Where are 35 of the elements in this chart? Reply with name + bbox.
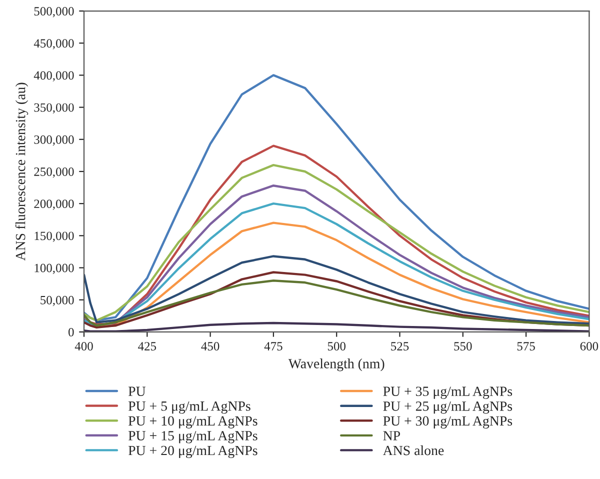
line-series [84, 255, 590, 325]
y-tick-label: 150,000 [34, 232, 74, 242]
x-tick-label: 550 [454, 342, 472, 350]
line-series [84, 279, 590, 327]
y-tick-label: 300,000 [34, 135, 74, 146]
legend-label: ANS alone [382, 445, 444, 456]
legend-label: PU + 35 μg/mL AgNPs [383, 386, 512, 399]
y-axis-title: ANS fluorescence intensity (au) [15, 82, 28, 261]
y-tick-label: 200,000 [34, 200, 74, 210]
x-tick-label: 400 [74, 342, 93, 350]
x-tick-label: 575 [517, 342, 535, 350]
x-tick-label: 450 [201, 342, 220, 350]
y-tick-label: 0 [68, 328, 74, 336]
legend-label: PU + 10 μg/mL AgNPs [128, 416, 258, 428]
x-tick-label: 525 [391, 342, 409, 350]
legend-label: PU [128, 386, 146, 396]
y-tick-label: 450,000 [34, 39, 74, 50]
x-tick-label: 475 [264, 342, 282, 350]
legend-label: PU + 20 μg/mL AgNPs [128, 446, 258, 458]
x-tick-label: 500 [328, 342, 346, 350]
legend-label: PU + 15 μg/mL AgNPs [128, 431, 258, 444]
line-series [84, 74, 590, 322]
x-tick-label: 425 [138, 342, 156, 350]
legend-label: PU + 25 μg/mL AgNPs [383, 401, 512, 414]
legend-label: PU + 30 μg/mL AgNPs [383, 416, 512, 428]
y-tick-label: 50,000 [40, 296, 74, 306]
x-tick-label: 600 [580, 342, 598, 350]
y-tick-label: 100,000 [34, 264, 74, 274]
y-tick-label: 250,000 [34, 168, 74, 178]
y-tick-label: 400,000 [34, 71, 74, 82]
y-tick-label: 350,000 [34, 103, 74, 114]
y-tick-label: 500,000 [34, 7, 74, 18]
x-axis-title: Wavelength (nm) [288, 358, 384, 372]
legend-label: PU + 5 μg/mL AgNPs [128, 401, 250, 414]
legend-label: NP [383, 431, 400, 440]
